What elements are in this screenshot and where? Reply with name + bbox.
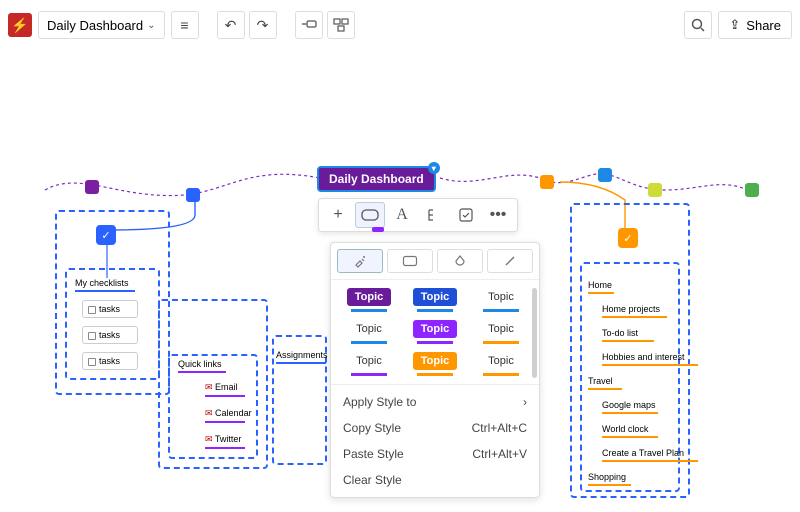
share-button[interactable]: ⇪Share — [718, 11, 792, 39]
paste-style-menu[interactable]: Paste StyleCtrl+Alt+V — [331, 441, 539, 467]
quick-links-title: Quick links — [178, 359, 226, 373]
central-topic[interactable]: Daily Dashboard ▾ — [317, 166, 436, 192]
shape-tab[interactable] — [387, 249, 433, 273]
share-icon: ⇪ — [729, 17, 740, 33]
line-tab[interactable] — [487, 249, 533, 273]
chevron-down-icon: ⌄ — [147, 20, 155, 31]
more-button[interactable]: ••• — [483, 202, 513, 228]
copy-style-menu[interactable]: Copy StyleCtrl+Alt+C — [331, 415, 539, 441]
insert-topic-button[interactable] — [295, 11, 323, 39]
expand-dot-icon[interactable]: ▾ — [428, 162, 440, 174]
style-panel: TopicTopicTopicTopicTopicTopicTopicTopic… — [330, 242, 540, 498]
clear-style-menu[interactable]: Clear Style — [331, 467, 539, 493]
style-swatch[interactable]: Topic — [471, 288, 531, 312]
topic-mini-toolbar: + A ••• — [318, 198, 518, 232]
fill-tab[interactable] — [437, 249, 483, 273]
text-style-button[interactable]: A — [387, 202, 417, 228]
style-swatch[interactable]: Topic — [471, 352, 531, 376]
style-swatch[interactable]: Topic — [405, 352, 465, 376]
spine-node[interactable] — [598, 168, 612, 182]
quick-link-item[interactable]: ✉ Email — [205, 382, 245, 397]
home-list-item[interactable]: Travel — [588, 376, 622, 390]
chevron-right-icon: › — [523, 395, 527, 409]
home-list-item[interactable]: Home — [588, 280, 614, 294]
style-swatch[interactable]: Topic — [405, 320, 465, 344]
document-title-dropdown[interactable]: Daily Dashboard⌄ — [38, 11, 165, 39]
home-list-item[interactable]: World clock — [602, 424, 658, 438]
undo-button[interactable]: ↶ — [217, 11, 245, 39]
style-swatch[interactable]: Topic — [339, 320, 399, 344]
task-button[interactable] — [451, 202, 481, 228]
swatch-scrollbar[interactable] — [532, 288, 537, 378]
spine-node[interactable] — [186, 188, 200, 202]
search-button[interactable] — [684, 11, 712, 39]
home-list-item[interactable]: Hobbies and interest — [602, 352, 698, 366]
style-swatch[interactable]: Topic — [405, 288, 465, 312]
layout-button[interactable] — [327, 11, 355, 39]
spine-node[interactable] — [745, 183, 759, 197]
structure-button[interactable] — [419, 202, 449, 228]
quick-link-item[interactable]: ✉ Twitter — [205, 434, 245, 449]
style-swatch[interactable]: Topic — [339, 352, 399, 376]
checklist-item[interactable]: tasks — [82, 326, 138, 344]
quick-link-item[interactable]: ✉ Calendar — [205, 408, 252, 423]
mindmap-canvas[interactable]: ✓✓ My checklists taskstaskstasks Quick l… — [0, 0, 800, 512]
spine-node[interactable] — [648, 183, 662, 197]
top-toolbar: ⚡ Daily Dashboard⌄ ≡ ↶ ↷ ⇪Share — [0, 8, 800, 42]
menu-button[interactable]: ≡ — [171, 11, 199, 39]
spine-node[interactable] — [540, 175, 554, 189]
home-list-item[interactable]: To-do list — [602, 328, 654, 342]
style-swatch[interactable]: Topic — [339, 288, 399, 312]
spine-node[interactable] — [85, 180, 99, 194]
checklist-item[interactable]: tasks — [82, 352, 138, 370]
home-list-item[interactable]: Create a Travel Plan — [602, 448, 698, 462]
redo-button[interactable]: ↷ — [249, 11, 277, 39]
my-checklists-title: My checklists — [75, 278, 135, 292]
home-list-item[interactable]: Google maps — [602, 400, 658, 414]
checklist-item[interactable]: tasks — [82, 300, 138, 318]
home-list-item[interactable]: Shopping — [588, 472, 631, 486]
handle-icon[interactable] — [372, 227, 384, 232]
app-logo-icon[interactable]: ⚡ — [8, 13, 32, 37]
assignments-title: Assignments — [276, 350, 328, 364]
style-swatch[interactable]: Topic — [471, 320, 531, 344]
apply-style-menu[interactable]: Apply Style to› — [331, 389, 539, 415]
home-list-item[interactable]: Home projects — [602, 304, 667, 318]
auto-style-tab[interactable] — [337, 249, 383, 273]
shape-button[interactable] — [355, 202, 385, 228]
add-subtopic-button[interactable]: + — [323, 202, 353, 228]
